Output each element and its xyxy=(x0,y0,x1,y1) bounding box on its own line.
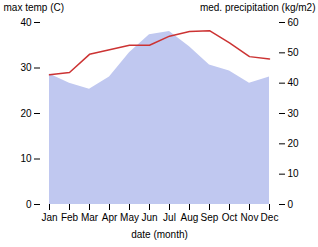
svg-text:Apr: Apr xyxy=(102,212,118,223)
svg-text:0: 0 xyxy=(26,199,32,210)
svg-text:0: 0 xyxy=(288,199,294,210)
svg-text:med. precipitation (kg/m2): med. precipitation (kg/m2) xyxy=(200,2,316,13)
svg-text:date (month): date (month) xyxy=(131,229,188,240)
svg-text:60: 60 xyxy=(288,17,300,28)
svg-text:max temp (C): max temp (C) xyxy=(4,2,65,13)
svg-text:20: 20 xyxy=(288,138,300,149)
svg-text:40: 40 xyxy=(288,77,300,88)
svg-text:Sep: Sep xyxy=(201,212,219,223)
svg-text:Jun: Jun xyxy=(141,212,157,223)
svg-text:20: 20 xyxy=(20,108,32,119)
svg-text:Nov: Nov xyxy=(241,212,259,223)
svg-text:40: 40 xyxy=(20,17,32,28)
svg-text:10: 10 xyxy=(288,168,300,179)
svg-text:Mar: Mar xyxy=(81,212,99,223)
svg-text:50: 50 xyxy=(288,47,300,58)
svg-text:Jul: Jul xyxy=(163,212,176,223)
svg-text:10: 10 xyxy=(20,153,32,164)
svg-text:Feb: Feb xyxy=(61,212,79,223)
svg-text:Dec: Dec xyxy=(261,212,279,223)
svg-text:May: May xyxy=(120,212,139,223)
svg-text:Aug: Aug xyxy=(181,212,199,223)
svg-text:Jan: Jan xyxy=(41,212,57,223)
svg-text:30: 30 xyxy=(20,62,32,73)
svg-text:30: 30 xyxy=(288,108,300,119)
svg-text:Oct: Oct xyxy=(222,212,238,223)
